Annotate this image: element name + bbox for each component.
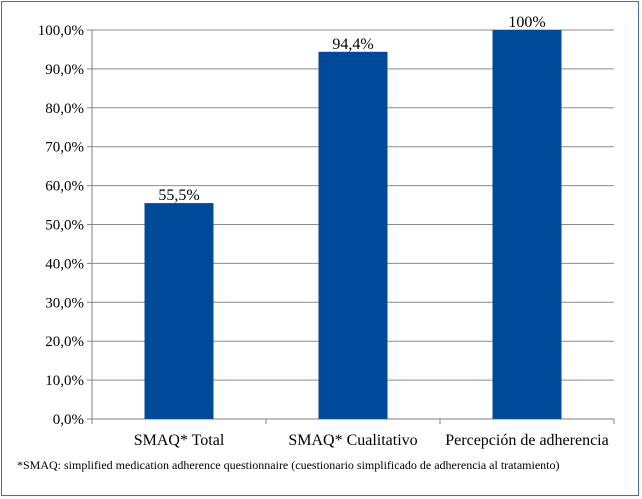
y-tick-label: 100,0% bbox=[38, 23, 84, 39]
bar-3 bbox=[492, 30, 562, 419]
bar-1 bbox=[144, 203, 214, 419]
y-tick-label: 50,0% bbox=[45, 218, 84, 234]
y-tick-label: 70,0% bbox=[45, 140, 84, 156]
y-tick-label: 30,0% bbox=[45, 295, 84, 311]
x-tick-label-2: SMAQ* Cualitativo bbox=[288, 432, 417, 449]
data-label-2: 94,4% bbox=[332, 36, 373, 53]
y-tick-label: 10,0% bbox=[45, 373, 84, 389]
data-label-1: 55,5% bbox=[158, 187, 199, 204]
y-tick-label: 80,0% bbox=[45, 101, 84, 117]
y-tick-label: 20,0% bbox=[45, 334, 84, 350]
y-tick-label: 0,0% bbox=[53, 412, 84, 428]
bar-2 bbox=[318, 51, 388, 420]
x-tick-label-1: SMAQ* Total bbox=[134, 432, 225, 449]
x-tick-label-3: Percepción de adherencia bbox=[445, 432, 608, 449]
y-tick-label: 40,0% bbox=[45, 256, 84, 272]
data-label-3: 100% bbox=[508, 14, 545, 31]
y-tick-label: 60,0% bbox=[45, 179, 84, 195]
chart-footnote: *SMAQ: simplified medication adherence q… bbox=[17, 458, 560, 472]
y-tick-label: 90,0% bbox=[45, 62, 84, 78]
